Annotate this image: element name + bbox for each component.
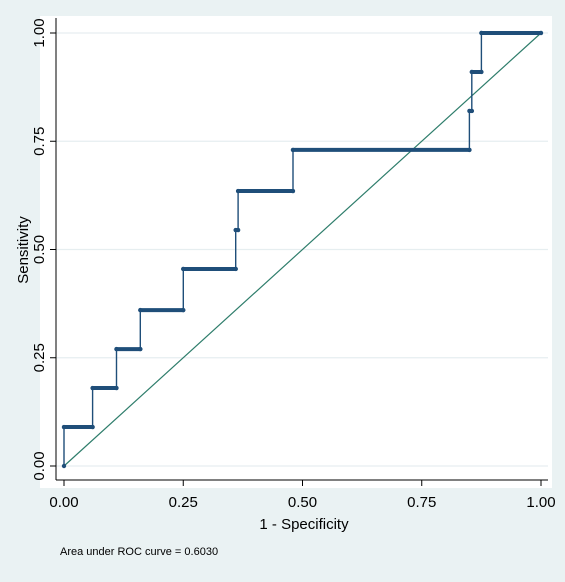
x-tick-label: 0.25 [169, 494, 198, 511]
roc-point [479, 30, 484, 36]
roc-point [114, 385, 119, 391]
roc-point [290, 188, 296, 194]
roc-point [479, 69, 484, 75]
roc-point [138, 307, 143, 313]
series-group [61, 30, 544, 469]
roc-point [469, 69, 475, 75]
roc-point [290, 147, 296, 153]
roc-point [235, 188, 241, 194]
y-tick-label: 0.25 [31, 343, 48, 372]
roc-point [114, 346, 119, 352]
auc-note: Area under ROC curve = 0.6030 [60, 546, 218, 558]
y-tick-label: 0.00 [31, 451, 48, 480]
roc-point [181, 266, 186, 272]
y-tick-label: 1.00 [31, 18, 48, 47]
y-axis-title: Sensitivity [15, 216, 32, 284]
roc-point [61, 424, 67, 430]
y-tick-label: 0.75 [31, 127, 48, 156]
reference-diagonal-line [63, 32, 542, 467]
roc-point [181, 307, 186, 313]
roc-point [90, 424, 95, 430]
roc-point [467, 147, 472, 153]
x-axis-title: 1 - Specificity [259, 516, 349, 533]
axes [50, 18, 548, 486]
x-tick-label: 0.00 [49, 494, 78, 511]
x-tick-label: 1.00 [526, 494, 555, 511]
tick-labels: 0.00 0.25 0.50 0.75 1.00 0.00 0.25 0.50 0.75 1.00 [31, 18, 556, 511]
x-tick-label: 0.50 [288, 494, 317, 511]
x-tick-label: 0.75 [407, 494, 436, 511]
roc-point [138, 346, 143, 352]
roc-point [61, 463, 67, 469]
roc-point [469, 108, 475, 114]
roc-point [235, 227, 241, 233]
roc-point [90, 385, 95, 391]
plot-background [40, 16, 552, 488]
roc-point [233, 266, 238, 272]
y-tick-label: 0.50 [31, 235, 48, 264]
roc-point [538, 30, 544, 36]
